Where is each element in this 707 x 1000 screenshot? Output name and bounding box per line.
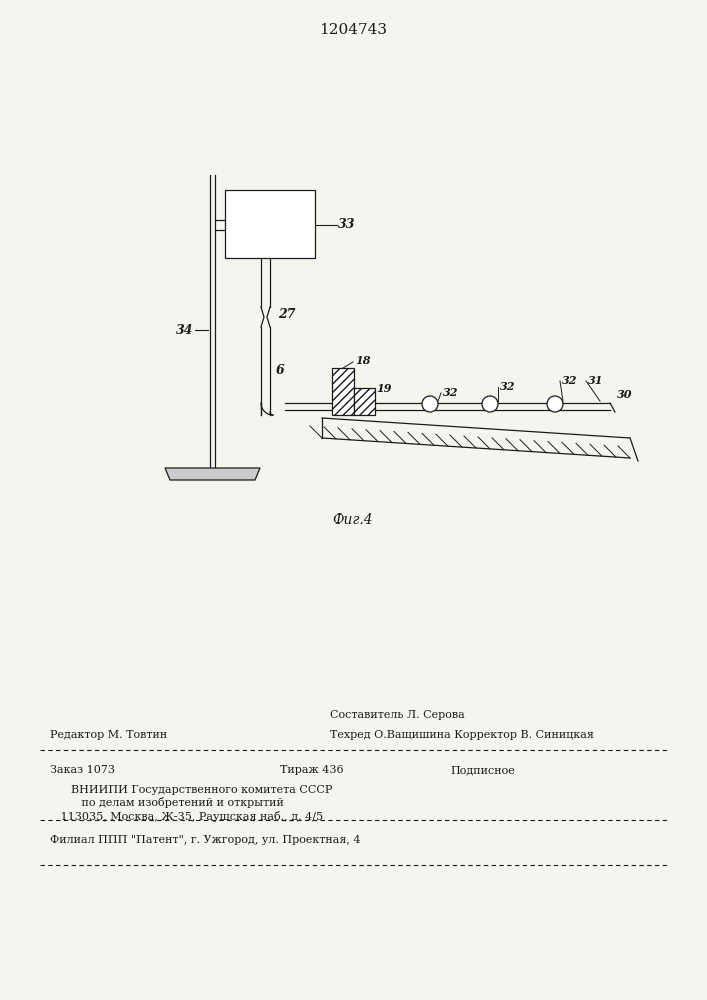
Text: Подписное: Подписное (450, 765, 515, 775)
Bar (225, 190, 315, 258)
Text: 1204743: 1204743 (319, 23, 387, 37)
Text: Составитель Л. Серова: Составитель Л. Серова (330, 710, 464, 720)
Text: 32: 32 (562, 375, 578, 386)
Text: 18: 18 (355, 355, 370, 365)
Text: 34: 34 (175, 324, 193, 336)
Circle shape (422, 396, 438, 412)
Text: 19: 19 (376, 382, 392, 393)
Circle shape (547, 396, 563, 412)
Bar (332, 368, 354, 415)
Text: Техред О.Ващишина Корректор В. Синицкая: Техред О.Ващишина Корректор В. Синицкая (330, 730, 594, 740)
Text: Редактор М. Товтин: Редактор М. Товтин (50, 730, 168, 740)
Text: Фиг.4: Фиг.4 (333, 513, 373, 527)
Text: 27: 27 (278, 308, 296, 322)
Text: 30: 30 (617, 389, 633, 400)
Circle shape (482, 396, 498, 412)
Text: Филиал ППП "Патент", г. Ужгород, ул. Проектная, 4: Филиал ППП "Патент", г. Ужгород, ул. Про… (50, 835, 361, 845)
Text: 32: 32 (443, 387, 459, 398)
Text: ВНИИПИ Государственного комитета СССР: ВНИИПИ Государственного комитета СССР (50, 785, 332, 795)
Text: 113035, Москва, Ж-35, Раушская наб., д. 4/5: 113035, Москва, Ж-35, Раушская наб., д. … (50, 810, 323, 822)
Polygon shape (165, 468, 260, 480)
Text: Заказ 1073: Заказ 1073 (50, 765, 115, 775)
Text: Тираж 436: Тираж 436 (280, 765, 344, 775)
Text: 31: 31 (588, 375, 604, 386)
Text: 32: 32 (500, 381, 515, 392)
Text: по делам изобретений и открытий: по делам изобретений и открытий (50, 798, 284, 808)
Text: 6: 6 (276, 363, 285, 376)
Text: 33: 33 (338, 219, 356, 232)
Bar (354, 388, 375, 415)
